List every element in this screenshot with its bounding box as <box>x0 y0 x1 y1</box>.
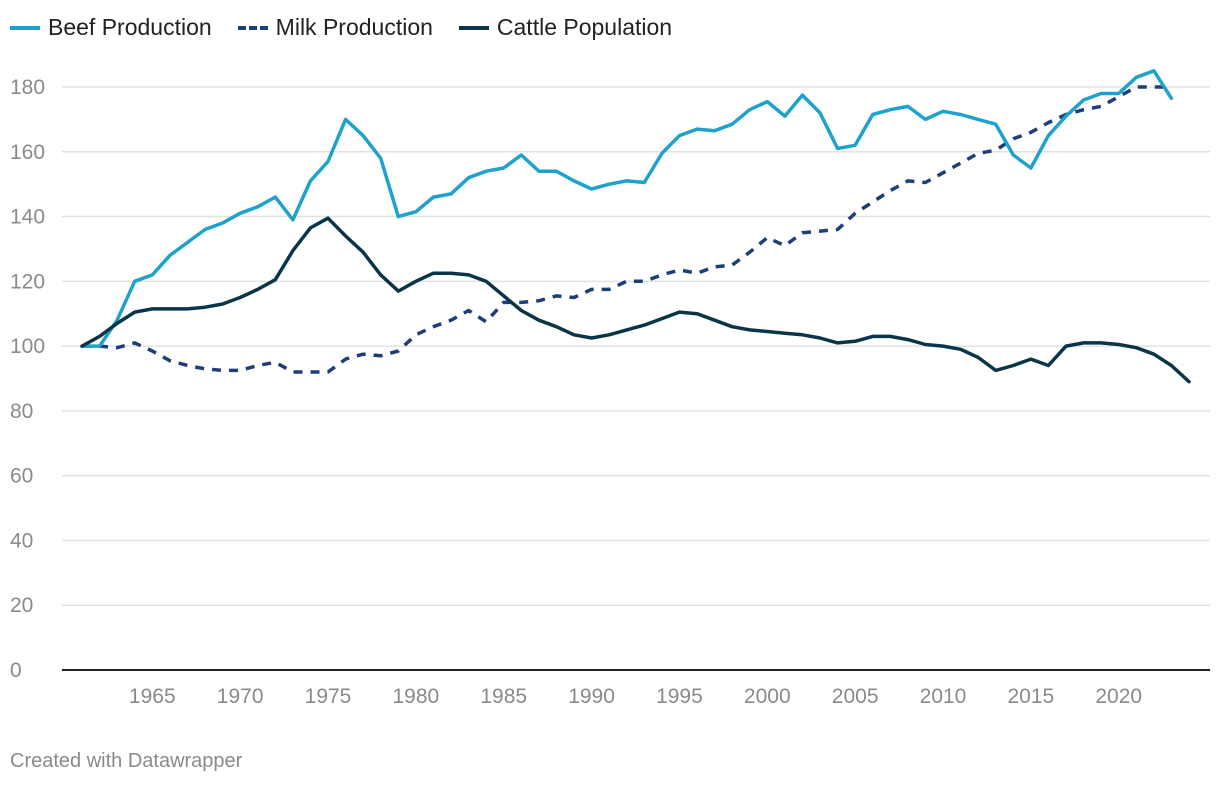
y-tick-label-80: 80 <box>10 400 33 423</box>
x-tick-label-1980: 1980 <box>392 685 439 708</box>
legend-swatch-cattle-population <box>458 25 489 30</box>
y-tick-label-140: 140 <box>10 206 45 229</box>
x-tick-label-1970: 1970 <box>217 685 264 708</box>
x-tick-label-2005: 2005 <box>832 685 879 708</box>
x-tick-label-2020: 2020 <box>1095 685 1142 708</box>
x-tick-label-1975: 1975 <box>305 685 352 708</box>
x-tick-label-2000: 2000 <box>744 685 791 708</box>
y-tick-label-100: 100 <box>10 335 45 358</box>
y-tick-label-20: 20 <box>10 594 33 617</box>
x-tick-label-2015: 2015 <box>1007 685 1054 708</box>
legend-swatch-milk-production <box>237 25 268 30</box>
series-line-milk-production <box>82 85 1172 374</box>
legend-label-cattle-population: Cattle Population <box>496 14 673 40</box>
legend-label-beef-production: Beef Production <box>48 14 212 40</box>
x-tick-label-1990: 1990 <box>568 685 615 708</box>
legend-item-beef-production: Beef Production <box>10 14 212 41</box>
x-tick-label-1965: 1965 <box>129 685 176 708</box>
legend-swatch-beef-production <box>10 25 40 30</box>
y-tick-label-160: 160 <box>10 141 45 164</box>
legend-item-cattle-population: Cattle Population <box>458 14 673 41</box>
footer-credit: Created with Datawrapper <box>10 750 243 772</box>
y-tick-label-40: 40 <box>10 529 33 552</box>
x-tick-label-1985: 1985 <box>480 685 527 708</box>
series-line-beef-production <box>80 69 1174 348</box>
series-line-cattle-population <box>80 216 1191 384</box>
legend: Beef Production Milk Production Cattle Pop… <box>10 14 672 41</box>
legend-label-milk-production: Milk Production <box>275 14 433 40</box>
y-tick-label-0: 0 <box>10 659 22 682</box>
y-tick-label-180: 180 <box>10 76 45 99</box>
y-tick-label-60: 60 <box>10 465 33 488</box>
x-tick-label-2010: 2010 <box>920 685 967 708</box>
legend-item-milk-production: Milk Production <box>237 14 433 41</box>
x-tick-label-1995: 1995 <box>656 685 703 708</box>
y-tick-label-120: 120 <box>10 270 45 293</box>
